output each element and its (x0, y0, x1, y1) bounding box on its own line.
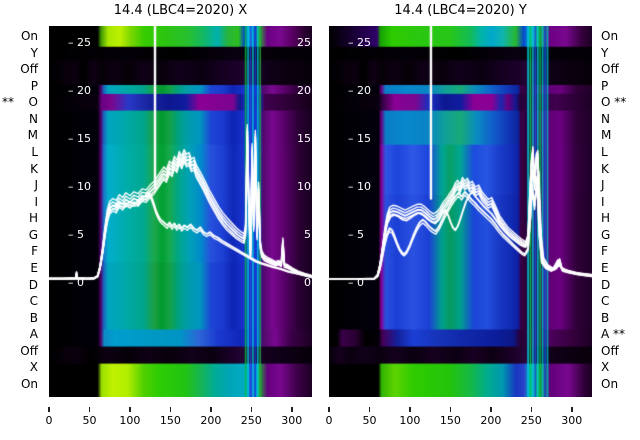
x-tick-label-300: 300 (561, 414, 583, 427)
row-label-left-y-1: Y (30, 45, 38, 60)
row-label-left-i-10: I (34, 194, 38, 209)
x-tick-mark-0 (328, 407, 330, 412)
x-tick-mark-200 (210, 407, 212, 412)
row-label-left-o-4: O (28, 95, 38, 110)
row-label-right-c-16: C (601, 294, 610, 309)
y-tick-inner-left-10: – 10 (68, 180, 91, 193)
x-tick-mark-0 (48, 407, 50, 412)
row-label-left-b-17: B (29, 310, 38, 325)
row-label-right-n-5: N (601, 111, 610, 126)
y-tick-inner-left-0: – 0 (68, 276, 84, 289)
row-label-right-on-21: On (601, 376, 619, 391)
y-tick-inner-right-10: 10 (297, 180, 311, 193)
row-label-left-l-7: L (31, 144, 38, 159)
row-label-left-h-11: H (28, 211, 38, 226)
row-label-left-off-19: Off (20, 343, 38, 358)
row-label-right-h-11: H (601, 211, 611, 226)
x-tick-mark-50 (368, 407, 371, 412)
row-label-left-off-2: Off (20, 62, 38, 77)
y-tick-inner-left-5: – 5 (68, 228, 84, 241)
row-label-left-f-13: F (31, 244, 38, 259)
star-marker-left: ** (2, 95, 14, 110)
row-label-right-e-14: E (601, 260, 609, 275)
y-tick-inner-left-15: – 15 (68, 132, 91, 145)
heatmap-plot-y (329, 26, 592, 397)
x-tick-label-200: 200 (200, 414, 222, 427)
x-tick-label-250: 250 (520, 414, 542, 427)
row-label-left-m-6: M (27, 128, 38, 143)
row-label-right-y-1: Y (601, 45, 609, 60)
x-tick-label-100: 100 (119, 414, 141, 427)
y-tick-inner-left-15: – 15 (348, 132, 371, 145)
row-label-left-on-21: On (20, 376, 38, 391)
row-label-right-d-15: D (601, 277, 611, 292)
row-label-left-x-20: X (29, 360, 38, 375)
y-tick-inner-right-15: 15 (297, 132, 311, 145)
row-label-right-a-18: A ** (601, 327, 626, 342)
row-label-right-g-12: G (601, 227, 611, 242)
y-tick-inner-left-25: – 25 (348, 36, 371, 49)
x-tick-label-50: 50 (82, 414, 97, 427)
heatmap-plot-x (49, 26, 312, 397)
row-label-right-p-3: P (601, 78, 609, 93)
plot-title-x: 14.4 (LBC4=2020) X (113, 3, 248, 18)
row-label-right-i-10: I (601, 194, 605, 209)
row-label-left-g-12: G (28, 227, 38, 242)
row-label-left-e-14: E (30, 260, 38, 275)
x-tick-mark-250 (530, 407, 533, 412)
x-tick-label-50: 50 (362, 414, 377, 427)
row-label-left-d-15: D (28, 277, 38, 292)
y-tick-inner-left-5: – 5 (348, 228, 364, 241)
x-tick-mark-150 (169, 407, 172, 412)
x-tick-label-200: 200 (480, 414, 502, 427)
x-tick-label-250: 250 (240, 414, 262, 427)
row-label-left-c-16: C (29, 294, 38, 309)
plot-title-y: 14.4 (LBC4=2020) Y (394, 3, 527, 18)
y-tick-inner-right-20: 20 (297, 84, 311, 97)
x-tick-mark-150 (449, 407, 452, 412)
row-label-right-f-13: F (601, 244, 608, 259)
y-tick-inner-left-20: – 20 (348, 84, 371, 97)
row-label-left-k-8: K (30, 161, 38, 176)
x-tick-mark-300 (571, 407, 573, 412)
x-tick-label-300: 300 (281, 414, 303, 427)
row-label-left-j-9: J (34, 178, 38, 193)
x-tick-label-0: 0 (45, 414, 53, 427)
y-tick-inner-right-25: 25 (297, 36, 311, 49)
x-tick-label-150: 150 (159, 414, 181, 427)
row-label-right-on-0: On (601, 29, 619, 43)
x-tick-mark-100 (129, 407, 131, 412)
x-tick-mark-250 (250, 407, 253, 412)
x-tick-mark-50 (88, 407, 91, 412)
row-label-right-b-17: B (601, 310, 610, 325)
row-label-right-k-8: K (601, 161, 609, 176)
y-tick-inner-left-20: – 20 (68, 84, 91, 97)
row-label-right-o-4: O ** (601, 95, 627, 110)
row-label-right-x-20: X (601, 360, 610, 375)
x-tick-mark-300 (291, 407, 293, 412)
x-tick-label-150: 150 (439, 414, 461, 427)
x-tick-label-0: 0 (325, 414, 333, 427)
row-label-right-off-2: Off (601, 62, 619, 77)
y-tick-inner-left-10: – 10 (348, 180, 371, 193)
y-tick-inner-left-0: – 0 (348, 276, 364, 289)
x-tick-mark-200 (490, 407, 492, 412)
row-label-right-m-6: M (601, 128, 612, 143)
row-label-right-j-9: J (601, 178, 605, 193)
y-tick-inner-left-25: – 25 (68, 36, 91, 49)
row-label-left-a-18: A (29, 327, 38, 342)
row-label-left-p-3: P (30, 78, 38, 93)
row-label-left-n-5: N (29, 111, 38, 126)
row-label-right-off-19: Off (601, 343, 619, 358)
x-tick-mark-100 (409, 407, 411, 412)
x-tick-label-100: 100 (399, 414, 421, 427)
y-tick-inner-right-5: 5 (304, 228, 311, 241)
row-label-right-l-7: L (601, 144, 608, 159)
row-label-left-on-0: On (20, 29, 38, 43)
y-tick-inner-right-0: 0 (304, 276, 311, 289)
